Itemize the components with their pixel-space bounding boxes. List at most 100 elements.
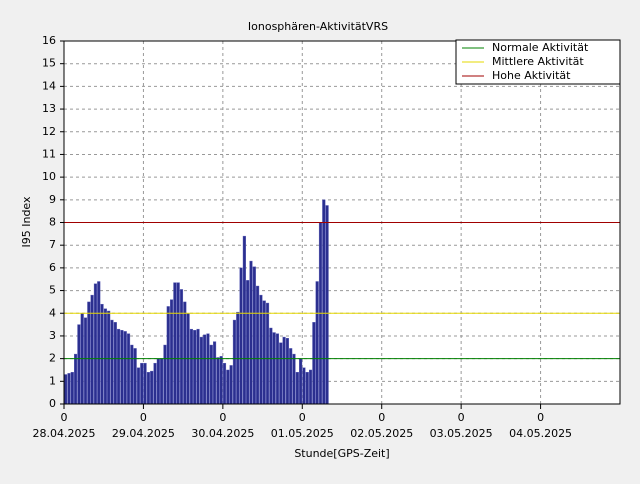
bar	[100, 303, 104, 405]
bar	[120, 330, 124, 405]
bar	[232, 319, 236, 405]
bar	[209, 344, 213, 405]
bar	[170, 299, 174, 405]
bar	[213, 341, 217, 405]
bar	[295, 372, 299, 405]
bar	[113, 322, 117, 405]
bar	[126, 333, 131, 405]
bar	[279, 342, 283, 405]
bar	[219, 356, 223, 405]
bar	[163, 344, 167, 405]
bar	[153, 362, 157, 405]
bar	[87, 301, 91, 405]
bar	[156, 358, 160, 405]
bar	[305, 372, 309, 405]
bar	[282, 336, 286, 405]
bar	[249, 260, 253, 405]
x-date-label: 03.05.2025	[430, 427, 493, 440]
bar	[146, 372, 150, 405]
bar	[242, 235, 246, 405]
x-date-label: 01.05.2025	[271, 427, 334, 440]
y-tick-label: 16	[42, 34, 56, 47]
bar	[289, 348, 293, 405]
bar	[193, 330, 197, 405]
bar	[173, 282, 177, 405]
bar	[133, 348, 137, 405]
y-tick-label: 7	[49, 238, 56, 251]
x-date-label: 02.05.2025	[350, 427, 413, 440]
x-tick-label: 0	[219, 411, 226, 424]
x-axis-label: Stunde[GPS-Zeit]	[294, 447, 389, 460]
bar	[107, 310, 111, 405]
bar	[315, 281, 319, 405]
bar	[117, 328, 121, 405]
bar	[312, 322, 316, 405]
bar	[143, 362, 147, 405]
y-tick-label: 9	[49, 193, 56, 206]
x-tick-label: 0	[458, 411, 465, 424]
bar	[262, 300, 266, 405]
bar	[256, 285, 260, 405]
bar	[93, 283, 97, 405]
bar	[97, 281, 101, 405]
y-tick-label: 0	[49, 397, 56, 410]
x-date-label: 28.04.2025	[33, 427, 96, 440]
bar	[246, 280, 250, 405]
bar	[140, 362, 144, 405]
y-tick-label: 12	[42, 125, 56, 138]
bar	[222, 362, 227, 405]
bar	[206, 333, 210, 405]
y-tick-label: 10	[42, 170, 56, 183]
bar	[136, 367, 141, 405]
bar	[302, 367, 306, 405]
bar	[74, 353, 78, 405]
bar	[285, 338, 289, 405]
x-date-label: 30.04.2025	[191, 427, 254, 440]
bar	[176, 282, 180, 405]
bar	[226, 369, 230, 405]
x-date-label: 29.04.2025	[112, 427, 175, 440]
bar	[322, 199, 326, 405]
bar	[275, 333, 280, 405]
bar	[292, 353, 296, 405]
x-date-label: 04.05.2025	[509, 427, 572, 440]
bar	[236, 311, 240, 405]
y-tick-label: 6	[49, 261, 56, 274]
y-tick-label: 1	[49, 374, 56, 387]
bar	[160, 358, 164, 405]
x-tick-label: 0	[378, 411, 385, 424]
x-tick-label: 0	[299, 411, 306, 424]
y-tick-label: 5	[49, 284, 56, 297]
y-tick-label: 14	[42, 79, 56, 92]
bar	[183, 301, 187, 405]
bar	[309, 369, 313, 405]
bar	[179, 289, 184, 405]
bar	[90, 294, 94, 405]
bar	[64, 374, 68, 405]
bar	[239, 267, 243, 405]
x-tick-label: 0	[537, 411, 544, 424]
bar	[203, 334, 207, 405]
y-tick-label: 8	[49, 216, 56, 229]
bar	[259, 294, 263, 405]
chart-title: Ionosphären-AktivitätVRS	[248, 20, 388, 33]
bar	[150, 370, 154, 405]
legend-label: Mittlere Aktivität	[492, 55, 584, 68]
bar	[110, 319, 114, 405]
bar	[189, 328, 193, 405]
bar	[196, 328, 200, 405]
bar	[199, 336, 203, 405]
bar	[325, 205, 329, 405]
legend-label: Normale Aktivität	[492, 41, 589, 54]
bar	[77, 324, 81, 405]
y-tick-label: 13	[42, 102, 56, 115]
y-tick-label: 3	[49, 329, 56, 342]
bar	[70, 372, 74, 405]
bar	[299, 358, 303, 405]
plot-border	[63, 40, 621, 405]
x-tick-label: 0	[61, 411, 68, 424]
x-tick-label: 0	[140, 411, 147, 424]
bar	[166, 306, 170, 405]
bar	[229, 365, 233, 405]
